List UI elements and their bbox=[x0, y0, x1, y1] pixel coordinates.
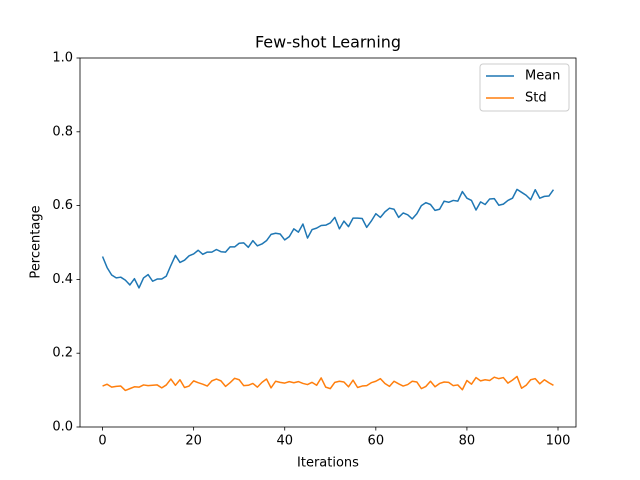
y-tick-label: 0.2 bbox=[52, 346, 73, 361]
y-tick-label: 0.0 bbox=[52, 420, 73, 435]
data-line bbox=[101, 188, 555, 289]
x-tick-label: 100 bbox=[546, 434, 571, 449]
x-axis-label: Iterations bbox=[297, 456, 359, 471]
y-axis-label: Percentage bbox=[29, 205, 44, 278]
x-tick-label: 0 bbox=[98, 434, 106, 449]
x-tick-label: 80 bbox=[459, 434, 476, 449]
legend-label: Std bbox=[525, 91, 547, 106]
y-tick-label: 0.8 bbox=[52, 124, 73, 139]
x-tick-label: 20 bbox=[185, 434, 202, 449]
y-tick-label: 1.0 bbox=[52, 51, 73, 66]
axes-frame bbox=[79, 57, 577, 428]
y-tick-label: 0.4 bbox=[52, 272, 73, 287]
chart-title: Few-shot Learning bbox=[255, 33, 401, 52]
x-tick-label: 40 bbox=[276, 434, 293, 449]
y-tick-label: 0.6 bbox=[52, 198, 73, 213]
x-tick-label: 60 bbox=[368, 434, 385, 449]
data-line bbox=[102, 375, 554, 392]
legend-label: Mean bbox=[525, 69, 560, 84]
